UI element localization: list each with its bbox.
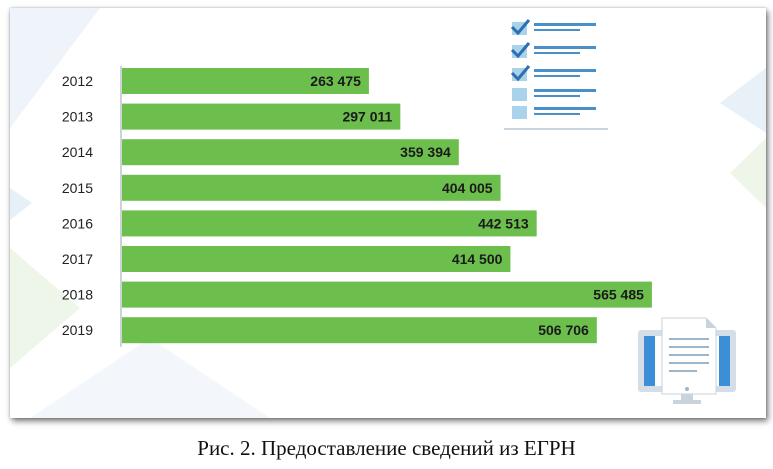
year-label-2018: 2018	[62, 287, 93, 303]
checklist-row-2	[510, 42, 596, 59]
checklist-row-3	[510, 65, 596, 82]
monitor-document-icon	[638, 317, 736, 404]
checklist-row-4	[512, 88, 596, 101]
value-label-2012: 263 475	[310, 73, 361, 89]
bg-triangle-top-left	[10, 8, 100, 128]
figure-caption: Рис. 2. Предоставление сведений из ЕГРН	[197, 436, 576, 460]
year-label-2017: 2017	[62, 251, 93, 267]
bg-triangle-left	[10, 188, 32, 220]
bg-triangle-right-lower	[730, 138, 766, 208]
bar-2014	[122, 139, 459, 166]
bar-2018	[122, 281, 652, 308]
bar-chart: 2012 263 475 2013 297 011 2014 359 394 2015 404…	[62, 66, 652, 347]
year-label-2014: 2014	[62, 144, 93, 160]
bar-2012	[122, 68, 369, 94]
year-label-2013: 2013	[62, 109, 93, 125]
year-label-2012: 2012	[62, 73, 93, 89]
value-label-2014: 359 394	[400, 144, 451, 160]
bar-2015	[122, 174, 501, 201]
bg-triangle-right	[720, 68, 766, 133]
bar-2013	[122, 103, 401, 130]
checklist-row-5	[512, 106, 596, 119]
bg-triangle-bottom	[30, 338, 270, 418]
value-label-2019: 506 706	[538, 322, 589, 338]
checklist-icon	[504, 14, 616, 132]
chart-frame: 2012 263 475 2013 297 011 2014 359 394 2015 404…	[10, 8, 766, 418]
year-label-2015: 2015	[62, 180, 93, 196]
value-label-2013: 297 011	[342, 109, 392, 125]
value-label-2018: 565 485	[593, 287, 644, 303]
checklist-row-1	[510, 19, 596, 36]
year-label-2019: 2019	[62, 322, 93, 338]
value-label-2015: 404 005	[442, 180, 493, 196]
year-label-2016: 2016	[62, 215, 93, 231]
value-label-2016: 442 513	[478, 215, 529, 231]
bar-2017	[122, 246, 511, 272]
background-decoration	[10, 8, 766, 418]
bg-triangle-left-lower	[10, 248, 80, 368]
bar-2019	[122, 317, 597, 344]
value-label-2017: 414 500	[452, 251, 503, 267]
bar-2016	[122, 210, 537, 237]
